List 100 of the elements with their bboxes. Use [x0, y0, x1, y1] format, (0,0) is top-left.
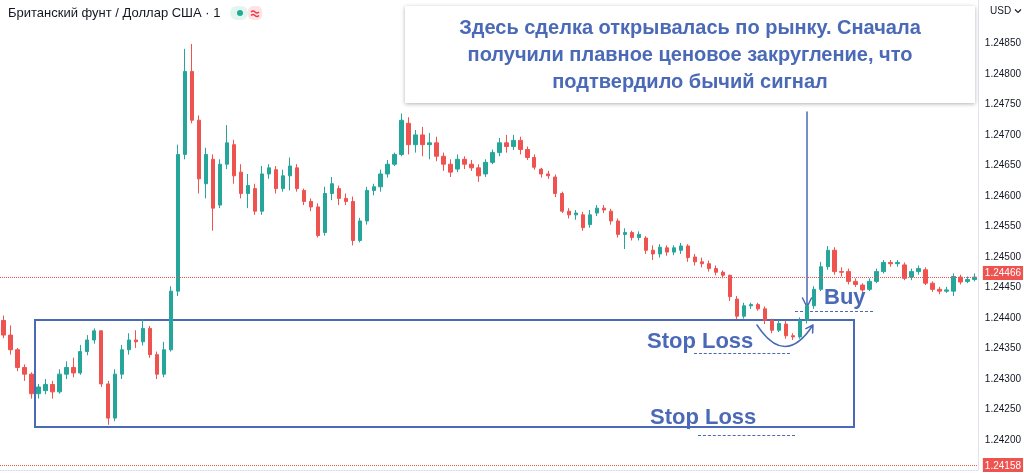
candlestick — [358, 217, 362, 243]
y-tick-label: 1.24750 — [984, 98, 1022, 110]
candlestick — [420, 126, 425, 157]
candlestick — [36, 383, 41, 400]
candlestick — [616, 218, 620, 238]
annotation: Stop Loss — [650, 404, 757, 429]
candlestick — [832, 246, 837, 276]
candlestick — [777, 319, 781, 333]
candlestick — [232, 139, 236, 185]
candlestick — [169, 285, 173, 353]
candlestick — [204, 147, 208, 199]
candlestick — [805, 303, 809, 325]
candlestick — [951, 272, 956, 297]
candlestick — [246, 173, 250, 209]
candlestick — [588, 209, 592, 229]
candlestick — [798, 316, 802, 340]
candlestick — [693, 253, 697, 267]
candlestick — [609, 208, 613, 226]
candlestick — [756, 302, 760, 312]
y-tick-label: 1.24500 — [984, 250, 1022, 262]
candlestick — [427, 132, 432, 160]
candlestick — [8, 324, 13, 356]
y-tick-label: 1.24300 — [984, 372, 1022, 384]
candlestick — [490, 149, 495, 165]
chart-title: Британский фунт / Доллар США · 1 — [8, 5, 221, 21]
ref-line-label: 1.24158 — [984, 459, 1022, 471]
candlestick — [385, 159, 390, 179]
candlestick — [637, 230, 641, 241]
candlestick — [867, 277, 872, 292]
candlestick — [448, 158, 453, 178]
y-tick-label: 1.24700 — [984, 128, 1022, 140]
y-tick-label: 1.24200 — [984, 433, 1022, 445]
candlestick — [888, 259, 893, 268]
candlestick — [658, 243, 662, 259]
y-axis-title: USD — [990, 5, 1012, 17]
candlestick — [763, 305, 767, 325]
candlestick — [309, 197, 313, 212]
candlestick — [64, 360, 69, 380]
candlestick — [483, 158, 488, 178]
candlestick — [742, 302, 746, 320]
y-tick-label: 1.24800 — [984, 67, 1022, 79]
candlestick — [686, 243, 690, 263]
candlestick — [581, 211, 585, 232]
candlestick — [469, 159, 474, 172]
candlestick — [441, 152, 446, 172]
y-tick-label: 1.24550 — [984, 220, 1022, 232]
candlestick — [700, 257, 704, 268]
y-tick-label: 1.24850 — [984, 37, 1022, 49]
candlestick — [497, 137, 502, 157]
candlestick — [225, 124, 229, 170]
candlestick — [819, 261, 823, 292]
y-tick-label: 1.24450 — [984, 281, 1022, 293]
candlestick — [504, 134, 509, 154]
candlestick — [85, 334, 89, 356]
candlestick — [99, 329, 103, 388]
candlestick — [260, 165, 264, 216]
candlestick — [812, 285, 816, 310]
y-tick-label: 1.24400 — [984, 311, 1022, 323]
candlestick — [92, 327, 96, 345]
candlestick — [679, 242, 683, 255]
candlestick — [127, 332, 131, 356]
candlestick — [574, 209, 578, 221]
candlestick — [462, 155, 467, 170]
candlestick — [770, 318, 774, 334]
candlestick — [372, 183, 376, 196]
candlestick — [944, 286, 949, 294]
candlestick — [623, 227, 627, 250]
candlestick — [295, 163, 299, 193]
y-tick-label: 1.24250 — [984, 403, 1022, 415]
candlestick — [78, 344, 82, 376]
candlestick — [218, 158, 222, 209]
candlestick — [560, 191, 564, 214]
candlestick — [330, 176, 334, 201]
candlestick — [141, 318, 145, 346]
candlestick — [553, 174, 557, 198]
candlestick — [50, 380, 55, 400]
candlestick — [120, 344, 124, 380]
candlestick — [378, 169, 383, 193]
candlestick — [134, 329, 138, 349]
candlestick — [155, 351, 159, 380]
candlestick — [344, 192, 348, 206]
candlestick — [365, 186, 369, 226]
candlestick — [455, 153, 460, 173]
candlestick — [707, 260, 711, 273]
candlestick — [630, 230, 634, 241]
candlestick — [532, 153, 536, 171]
candlestick — [57, 368, 62, 395]
candlestick — [909, 268, 914, 281]
candlestick — [839, 266, 844, 278]
candlestick — [267, 163, 271, 180]
candlestick — [651, 244, 655, 261]
candlestick — [183, 48, 187, 160]
candlestick — [476, 163, 481, 183]
candlestick — [406, 116, 411, 155]
candlestick — [567, 207, 571, 220]
candlestick — [895, 259, 900, 268]
candlestick — [511, 134, 516, 151]
candlestick — [665, 244, 669, 257]
candlestick — [644, 235, 648, 255]
candlestick — [525, 145, 530, 161]
